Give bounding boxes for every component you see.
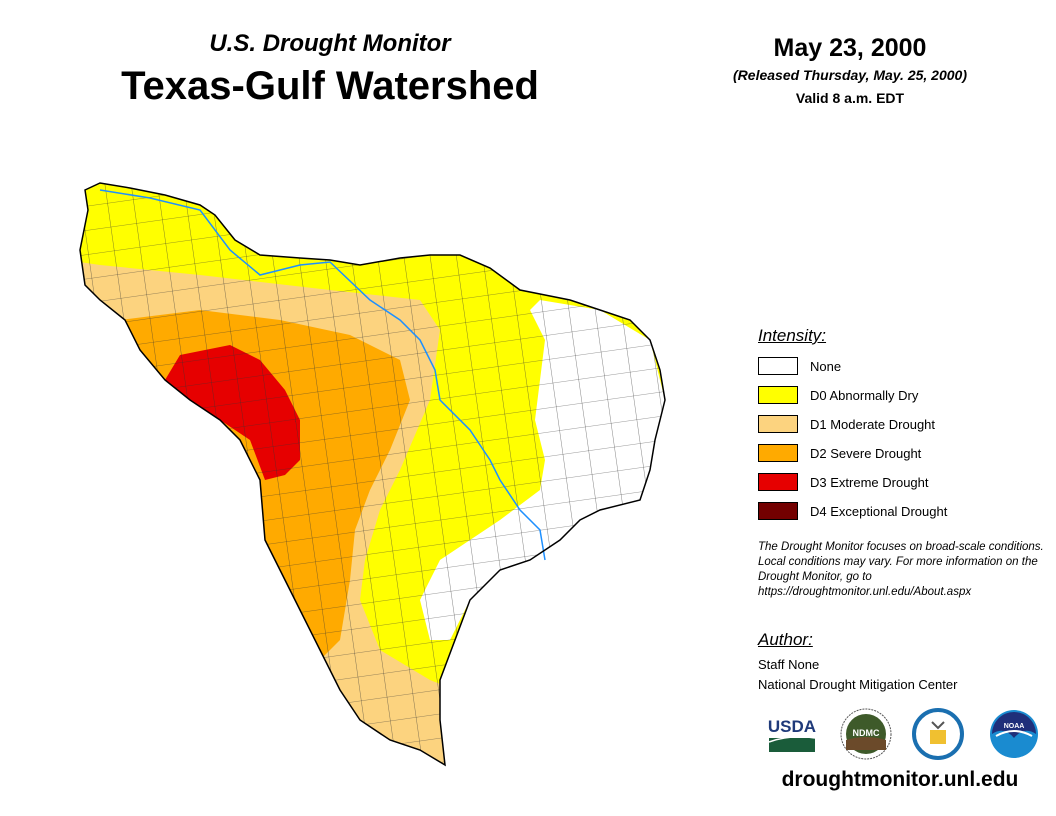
legend-item-d0: D0 Abnormally Dry bbox=[758, 385, 918, 405]
svg-text:NDMC: NDMC bbox=[853, 728, 880, 738]
svg-text:USDA: USDA bbox=[768, 717, 816, 736]
legend-label: D4 Exceptional Drought bbox=[810, 503, 948, 519]
legend-label: D1 Moderate Drought bbox=[810, 416, 936, 432]
legend-label: D0 Abnormally Dry bbox=[810, 387, 919, 403]
legend-swatch bbox=[758, 386, 798, 404]
legend-swatch bbox=[758, 415, 798, 433]
map-title: Texas-Gulf Watershed bbox=[121, 64, 539, 108]
legend-item-d3: D3 Extreme Drought bbox=[758, 472, 929, 492]
disclaimer-note: The Drought Monitor focuses on broad-sca… bbox=[758, 541, 1044, 598]
noaa-logo: NOAA bbox=[990, 710, 1038, 758]
valid-time: Valid 8 a.m. EDT bbox=[795, 90, 905, 106]
river bbox=[99, 189, 546, 561]
legend-item-d4: D4 Exceptional Drought bbox=[758, 501, 947, 521]
legend-swatch bbox=[758, 473, 798, 491]
legend-swatch bbox=[758, 357, 798, 375]
author-title: Author: bbox=[758, 630, 813, 649]
legend-label: D3 Extreme Drought bbox=[810, 474, 929, 490]
author-org: National Drought Mitigation Center bbox=[758, 677, 958, 692]
release-date: (Released Thursday, May. 25, 2000) bbox=[733, 67, 967, 83]
map-date: May 23, 2000 bbox=[773, 34, 927, 62]
legend-title: Intensity: bbox=[758, 326, 827, 345]
svg-text:NOAA: NOAA bbox=[1004, 723, 1025, 730]
website-link[interactable]: droughtmonitor.unl.edu bbox=[781, 768, 1019, 791]
legend-item-d1: D1 Moderate Drought bbox=[758, 414, 935, 434]
legend-label: None bbox=[810, 358, 842, 374]
legend-swatch bbox=[758, 502, 798, 520]
commerce-logo bbox=[912, 708, 964, 760]
ndmc-logo: NDMC bbox=[840, 708, 892, 760]
county-lines bbox=[80, 183, 665, 765]
legend-item-d2: D2 Severe Drought bbox=[758, 443, 921, 463]
legend-swatch bbox=[758, 444, 798, 462]
legend-label: D2 Severe Drought bbox=[810, 445, 922, 461]
legend-item-none: None bbox=[758, 356, 841, 376]
usda-logo: USDA bbox=[768, 717, 816, 752]
map-subtitle: U.S. Drought Monitor bbox=[209, 30, 451, 57]
drought-map bbox=[79, 182, 666, 766]
author-name: Staff None bbox=[758, 657, 820, 672]
